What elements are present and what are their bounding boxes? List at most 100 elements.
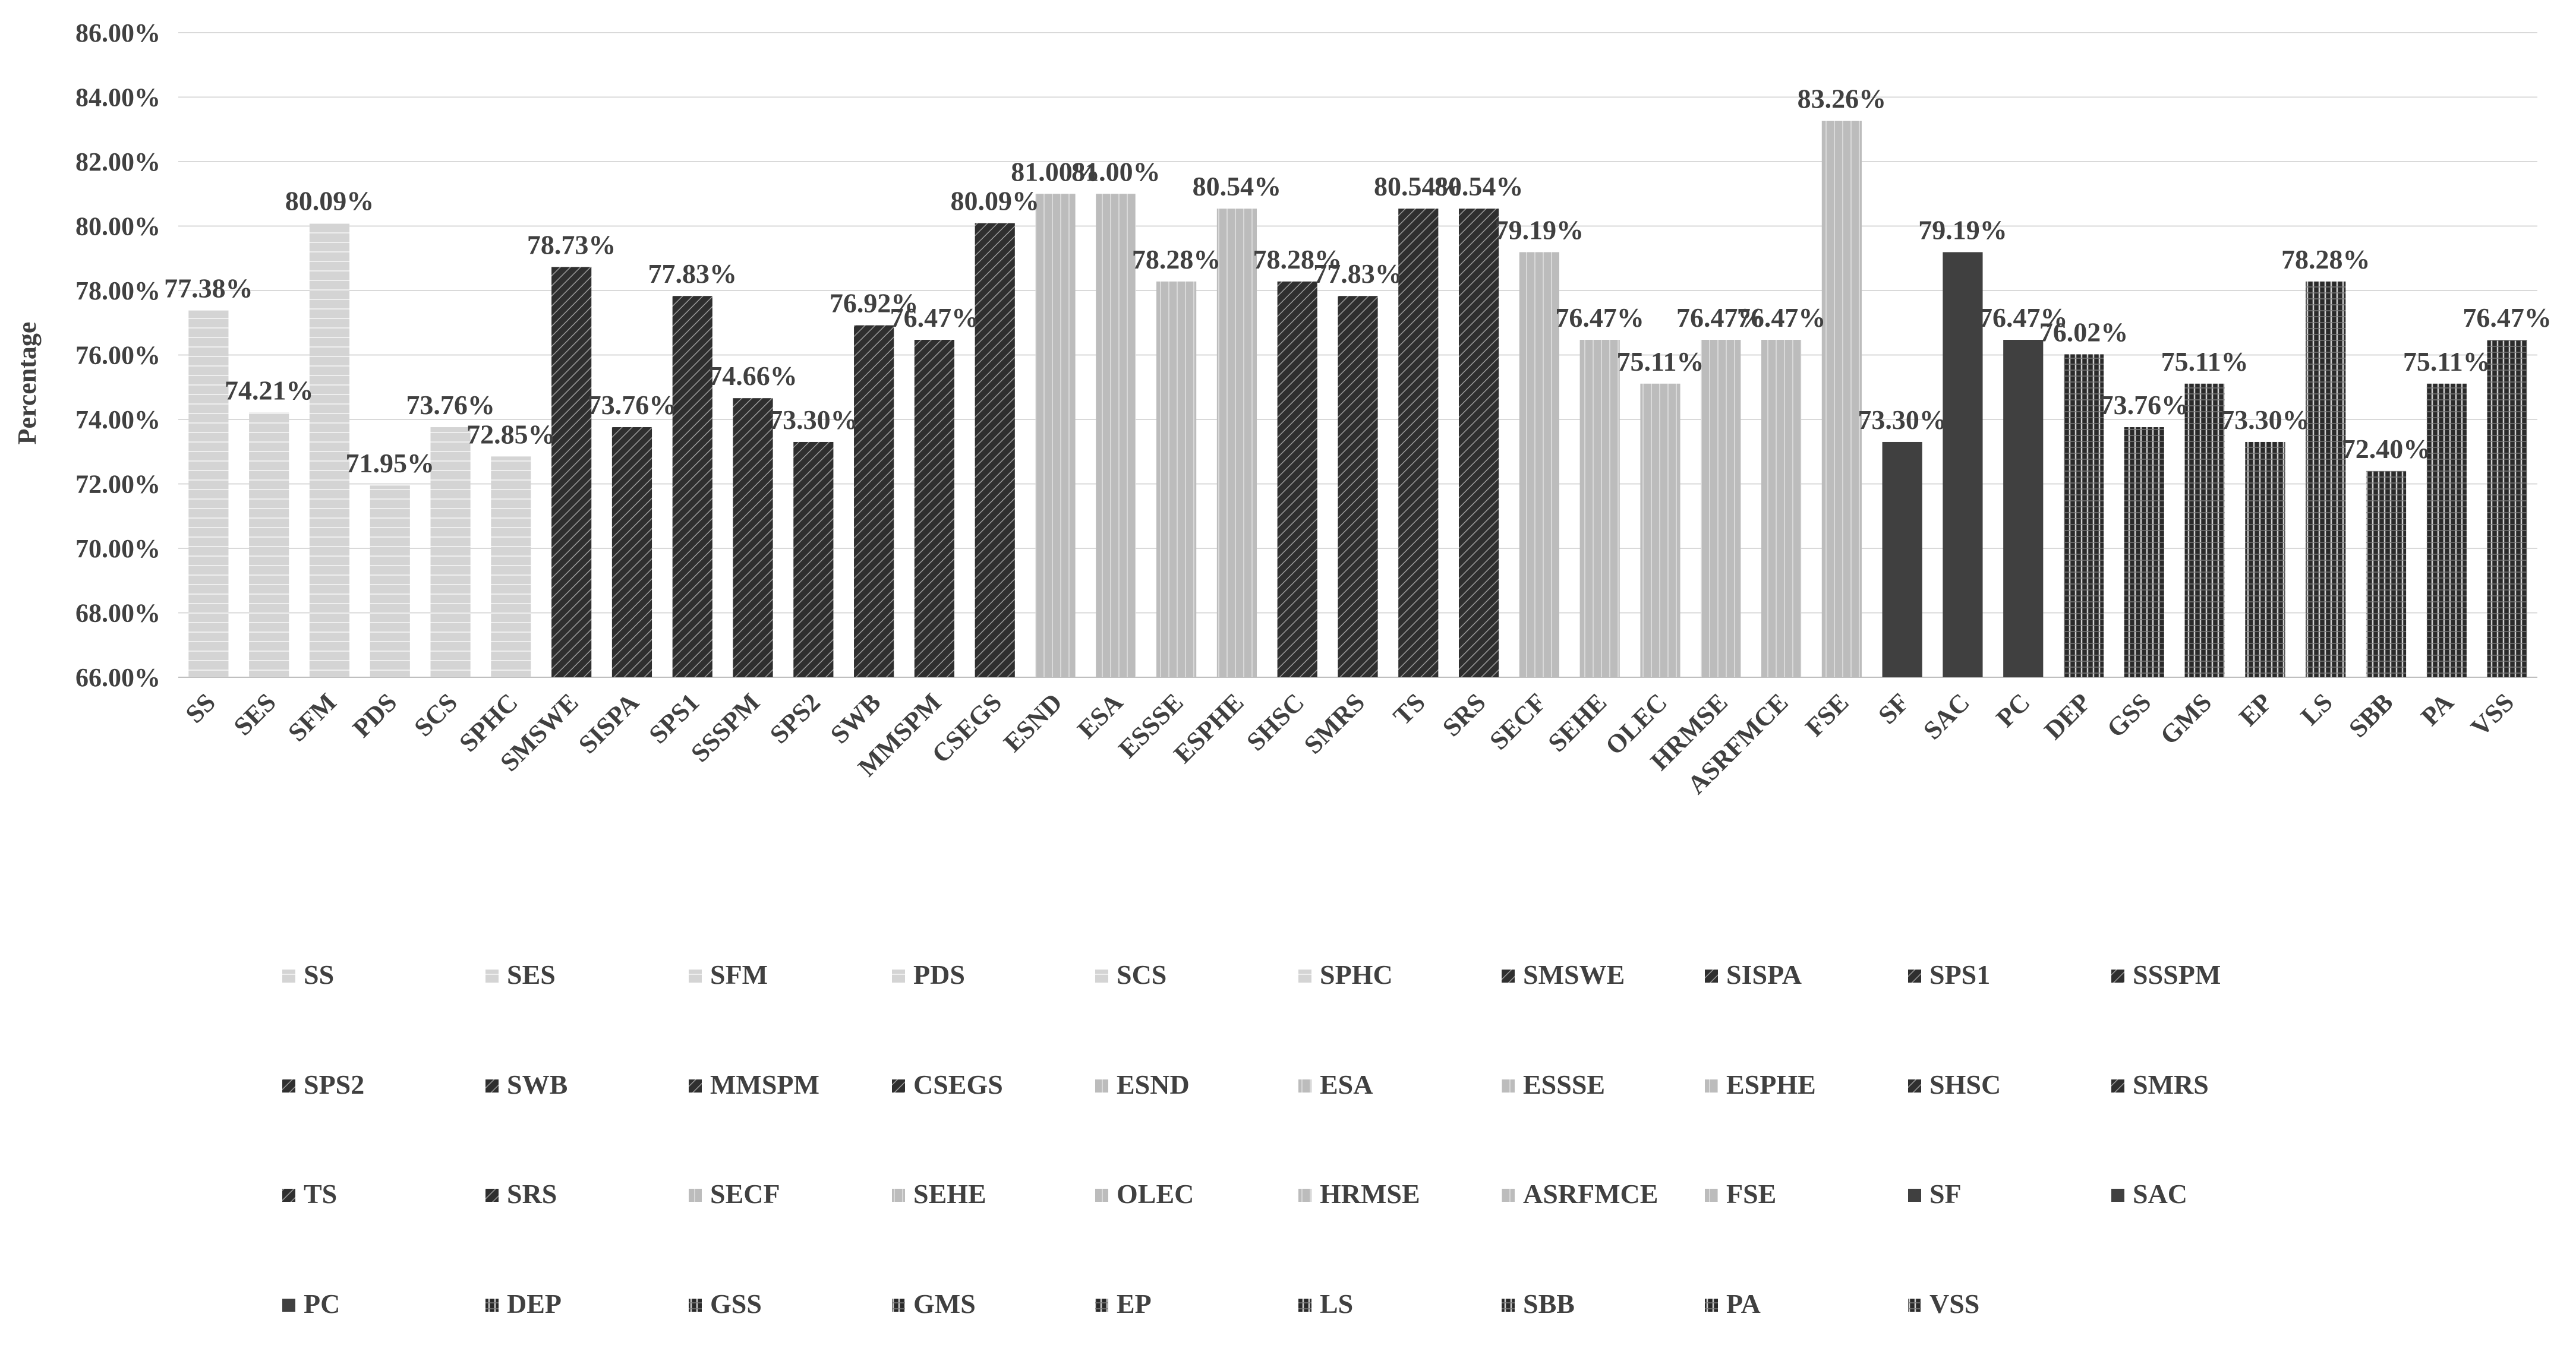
legend-swatch [892, 1189, 905, 1202]
bar-ses [249, 412, 289, 677]
x-tick-label: SF [1872, 687, 1915, 730]
x-tick-label: SRS [1437, 687, 1492, 742]
data-label: 78.28% [2281, 244, 2370, 274]
y-tick-label: 84.00% [75, 83, 160, 112]
data-label: 76.47% [2463, 302, 2552, 333]
bar-ssspm [733, 398, 773, 677]
x-tick-label: GMS [2155, 687, 2218, 750]
legend-swatch [1705, 1079, 1718, 1093]
legend-swatch [1705, 970, 1718, 983]
data-label: 80.54% [1193, 171, 1282, 201]
legend-entry: LS [1320, 1289, 1353, 1319]
legend-entry: SCS [1117, 959, 1166, 990]
legend-swatch [2111, 1079, 2124, 1093]
data-label: 76.47% [1979, 302, 2068, 333]
legend-swatch [689, 1189, 702, 1202]
legend-swatch [282, 1299, 295, 1312]
data-label: 81.00% [1011, 156, 1100, 187]
legend-entry: SS [304, 959, 334, 990]
data-label: 78.28% [1132, 244, 1221, 274]
legend-entry: SMRS [2133, 1069, 2209, 1100]
data-label: 83.26% [1798, 84, 1887, 114]
y-tick-label: 80.00% [75, 212, 160, 241]
data-label: 75.11% [2403, 346, 2490, 377]
y-tick-label: 70.00% [75, 534, 160, 563]
data-label: 81.00% [1071, 156, 1161, 187]
bar-ss [188, 310, 229, 677]
x-tick-label: SMRS [1298, 687, 1370, 759]
legend-entry: GMS [913, 1289, 976, 1319]
data-label: 71.95% [346, 448, 435, 478]
legend-entry: PDS [913, 959, 965, 990]
legend-entry: SHSC [1929, 1069, 2001, 1100]
bar-gms [2184, 383, 2225, 677]
bar-sispa [611, 427, 652, 677]
data-label: 79.19% [1495, 214, 1584, 245]
legend-swatch [1705, 1189, 1718, 1202]
x-tick-label: TS [1388, 687, 1431, 731]
legend-swatch [1908, 1299, 1921, 1312]
data-label: 74.66% [708, 361, 797, 391]
data-label: 76.92% [830, 288, 919, 318]
data-label: 73.30% [769, 405, 858, 435]
data-label: 80.54% [1374, 171, 1463, 201]
data-label: 76.47% [1676, 302, 1765, 333]
bar-ts [1398, 209, 1439, 678]
bar-ep [2245, 441, 2285, 677]
legend-entry: SEHE [913, 1179, 986, 1209]
bar-gss [2124, 427, 2164, 677]
x-tick-label: DEP [2039, 687, 2096, 745]
legend-swatch [1298, 1189, 1311, 1202]
bar-secf [1519, 252, 1559, 677]
data-label: 73.76% [588, 390, 677, 420]
legend-swatch [892, 970, 905, 983]
data-label: 80.09% [285, 186, 374, 216]
legend-entry: SPS2 [304, 1069, 364, 1100]
bar-sf [1882, 441, 1922, 677]
bar-ls [2306, 281, 2346, 677]
legend-entry: ESND [1117, 1069, 1190, 1100]
bar-sfm [309, 223, 350, 677]
legend-entry: SFM [710, 959, 768, 990]
legend-entry: PC [304, 1289, 340, 1319]
legend-entry: SECF [710, 1179, 780, 1209]
x-tick-label: VSS [2465, 687, 2520, 742]
bar-essse [1156, 281, 1197, 677]
legend-swatch [1908, 1189, 1921, 1202]
legend-entry: DEP [507, 1289, 562, 1319]
bar-sbb [2366, 471, 2407, 677]
legend-swatch [1095, 970, 1108, 983]
data-label: 78.28% [1253, 244, 1342, 274]
x-tick-label: SS [180, 687, 221, 728]
bar-hrmse [1701, 340, 1741, 677]
bar-esa [1096, 194, 1136, 677]
y-tick-label: 76.00% [75, 341, 160, 370]
legend-entry: SAC [2133, 1179, 2187, 1209]
data-label: 73.30% [2221, 405, 2310, 435]
legend-swatch [485, 1079, 499, 1093]
legend-entry: SPS1 [1929, 959, 1990, 990]
legend: SS SES SFM PDS SCS SPHC SMSWE SISPA SPS1 SSSPM SPS… [282, 959, 2221, 1319]
bar-srs [1458, 209, 1499, 678]
bar-pc [2003, 340, 2044, 677]
bar-shsc [1277, 281, 1317, 677]
legend-entry: SISPA [1726, 959, 1802, 990]
bar-swb [854, 325, 894, 677]
data-label: 74.21% [225, 375, 314, 406]
x-tick-label: LS [2295, 687, 2338, 731]
legend-swatch [282, 1189, 295, 1202]
legend-swatch [892, 1299, 905, 1312]
y-tick-label: 68.00% [75, 599, 160, 628]
bar-esphe [1216, 209, 1257, 678]
bar-pds [370, 485, 410, 677]
data-label: 73.30% [1858, 405, 1947, 435]
legend-entry: EP [1117, 1289, 1152, 1319]
legend-entry: SBB [1523, 1289, 1575, 1319]
x-tick-label: PC [1991, 687, 2036, 733]
bar-csegs [975, 223, 1015, 677]
legend-entry: FSE [1726, 1179, 1776, 1209]
bar-fse [1821, 121, 1862, 677]
legend-entry: VSS [1929, 1289, 1979, 1319]
legend-swatch [1908, 970, 1921, 983]
bar-sphc [491, 456, 531, 677]
